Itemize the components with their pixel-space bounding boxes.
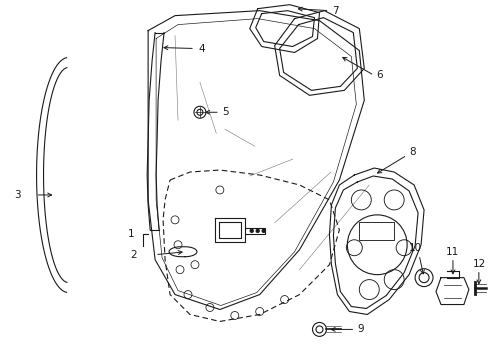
- Circle shape: [262, 229, 264, 232]
- Text: 12: 12: [472, 259, 485, 269]
- Text: 4: 4: [198, 44, 204, 54]
- Text: 3: 3: [15, 190, 21, 200]
- Circle shape: [256, 229, 259, 232]
- Text: 11: 11: [445, 247, 458, 257]
- Text: 6: 6: [375, 71, 382, 80]
- Text: 8: 8: [408, 147, 415, 157]
- Text: 5: 5: [222, 107, 228, 117]
- Text: 10: 10: [408, 243, 421, 253]
- Text: 9: 9: [357, 324, 363, 334]
- Text: 2: 2: [130, 250, 137, 260]
- Text: 1: 1: [128, 229, 135, 239]
- Circle shape: [250, 229, 253, 232]
- Text: 7: 7: [332, 6, 338, 15]
- Bar: [359, 222, 393, 240]
